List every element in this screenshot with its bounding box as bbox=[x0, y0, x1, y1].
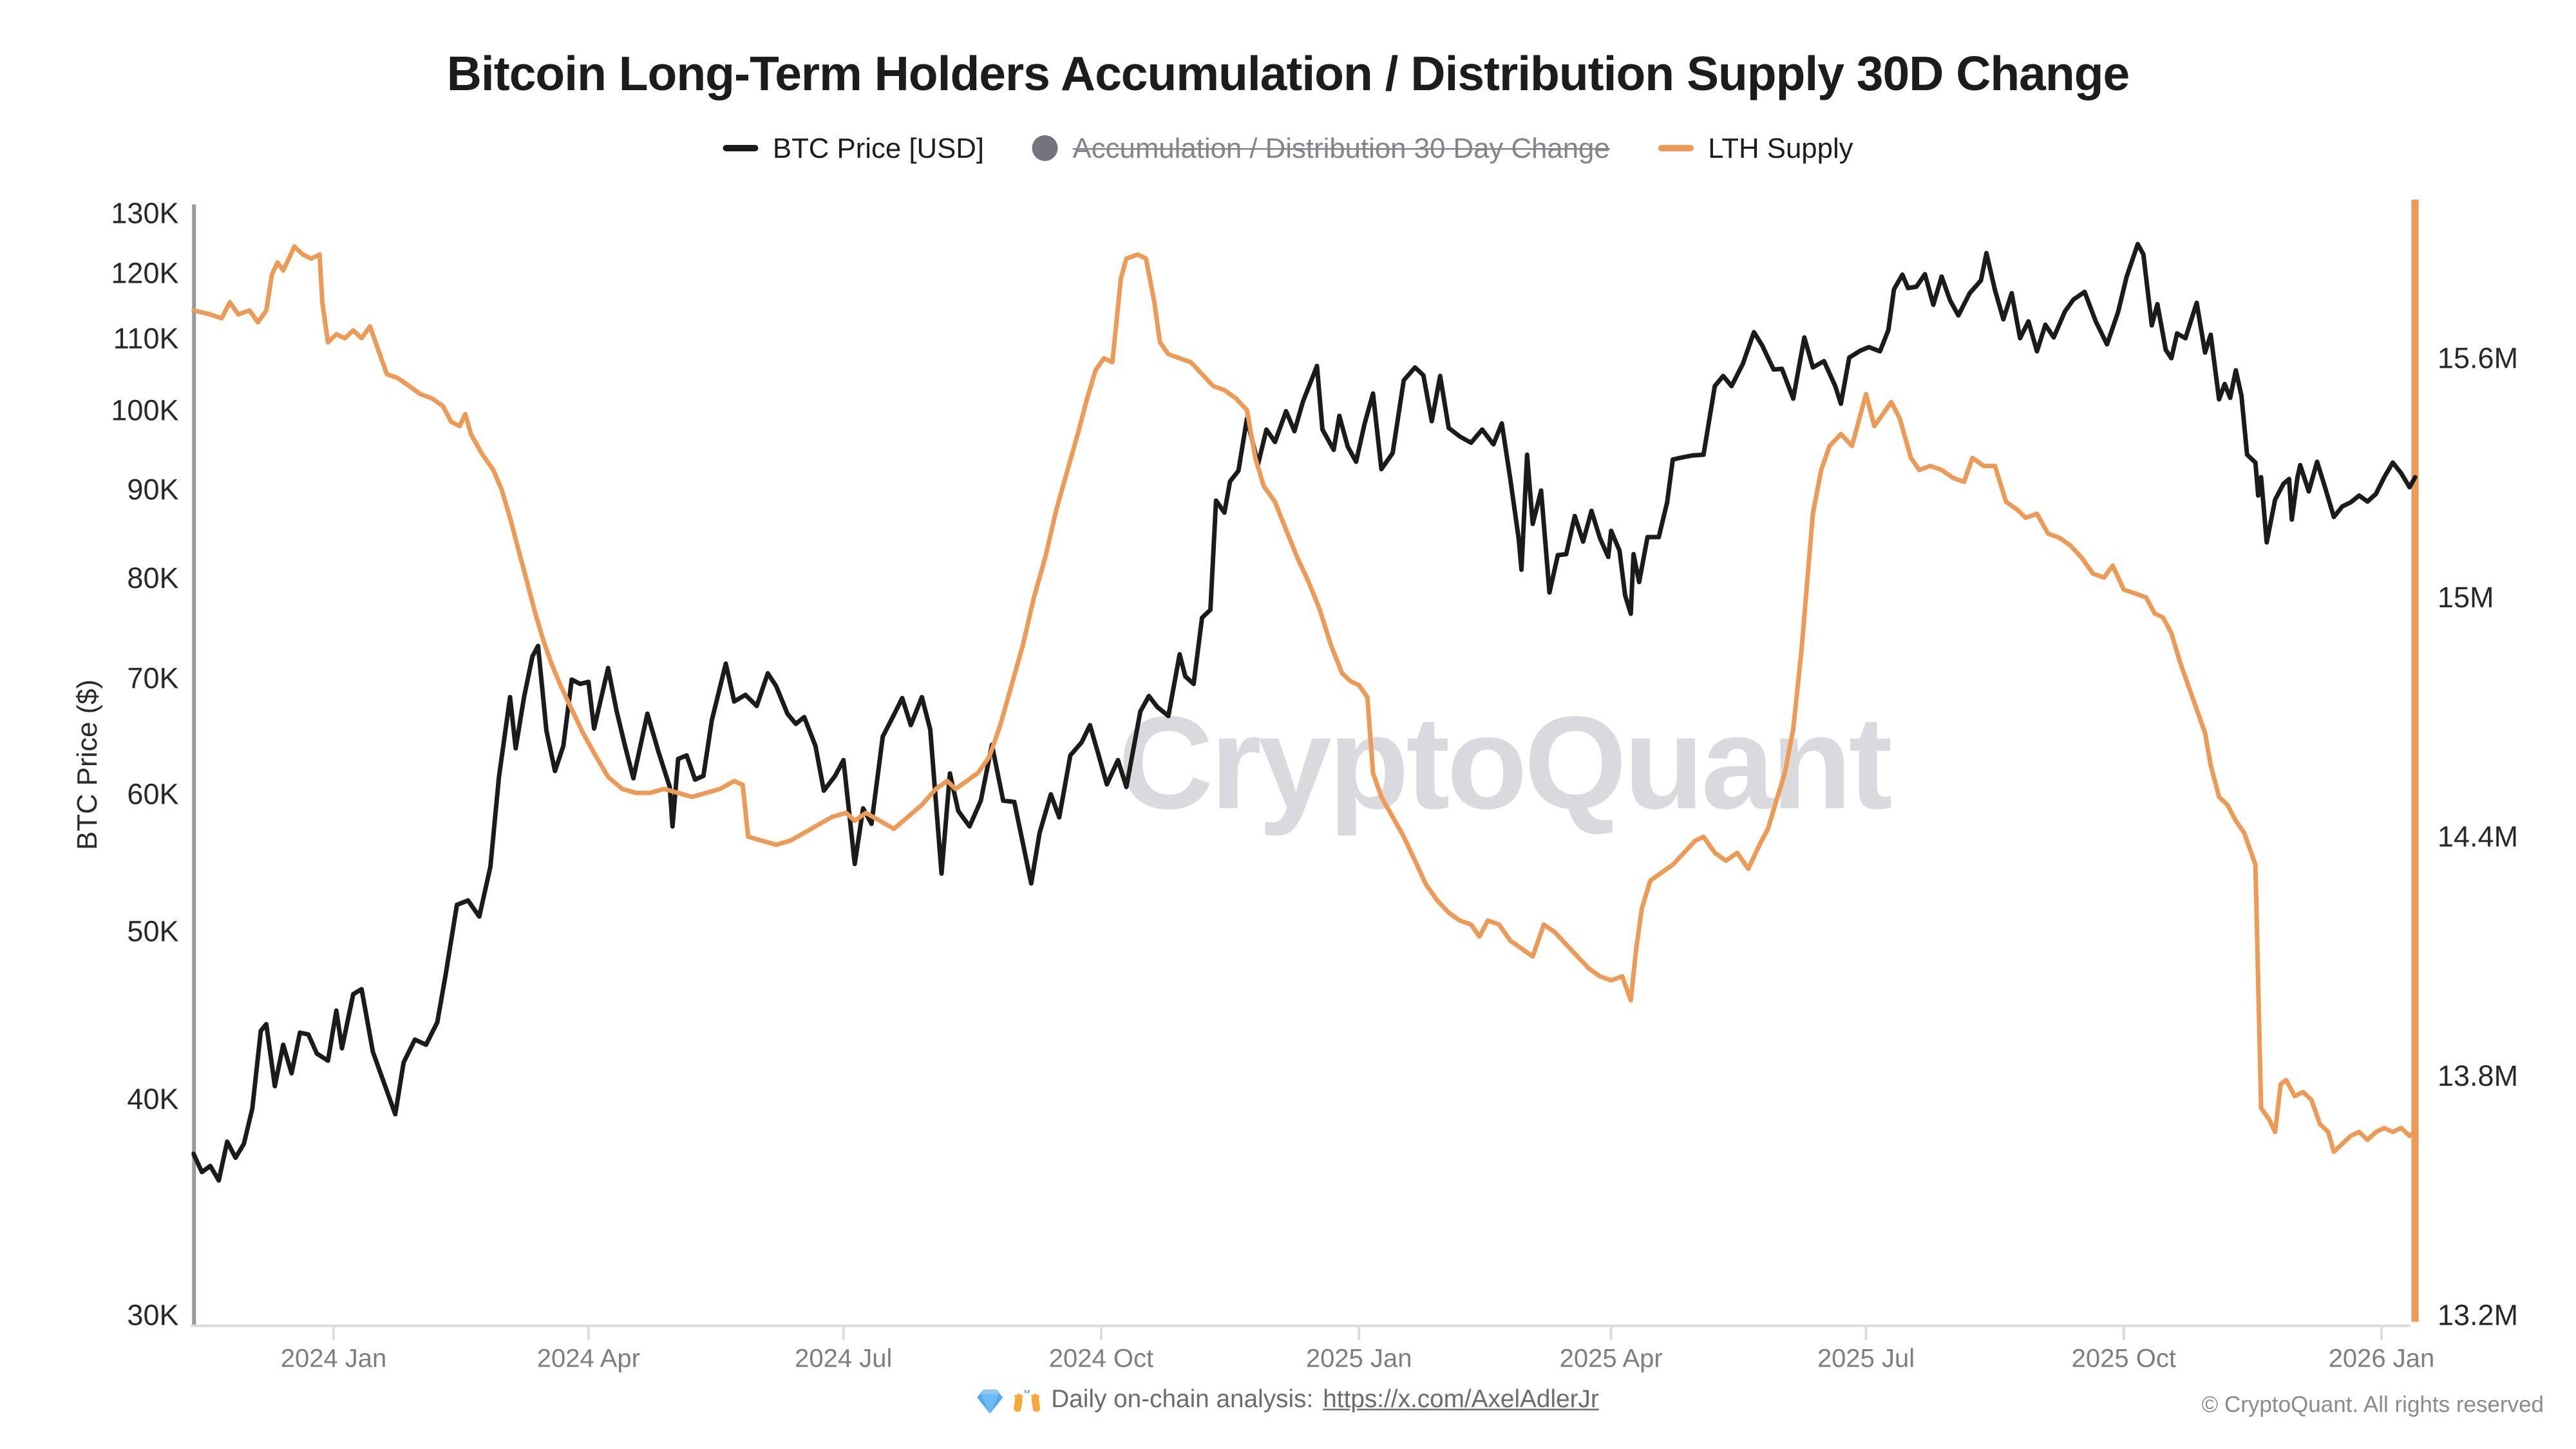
left-tick-label: 60K bbox=[127, 778, 178, 811]
x-tick-label: 2025 Jan bbox=[1306, 1345, 1412, 1373]
left-tick-label: 90K bbox=[127, 473, 178, 506]
legend-item-btc-price[interactable]: BTC Price [USD] bbox=[723, 131, 984, 166]
left-tick-label: 80K bbox=[127, 562, 178, 594]
legend-label-lth: LTH Supply bbox=[1708, 131, 1853, 164]
x-tick-label: 2024 Oct bbox=[1049, 1345, 1153, 1373]
right-tick-label: 13.2M bbox=[2438, 1299, 2518, 1332]
right-tick-label: 14.4M bbox=[2438, 820, 2518, 853]
footer-profile-link[interactable]: https://x.com/AxelAdlerJr bbox=[1323, 1386, 1599, 1414]
x-tick-label: 2024 Apr bbox=[537, 1345, 640, 1373]
gem-icon bbox=[977, 1388, 1003, 1413]
left-tick-label: 100K bbox=[111, 393, 178, 426]
x-tick-label: 2026 Jan bbox=[2329, 1345, 2435, 1373]
legend-label-btc: BTC Price [USD] bbox=[772, 131, 985, 164]
left-tick-label: 30K bbox=[127, 1299, 178, 1332]
page-title: Bitcoin Long-Term Holders Accumulation /… bbox=[446, 48, 2130, 102]
legend-label-accdist: Accumulation / Distribution 30 Day Chang… bbox=[1072, 131, 1610, 164]
left-tick-label: 50K bbox=[127, 914, 178, 947]
right-tick-label: 15M bbox=[2438, 581, 2494, 614]
left-tick-label: 40K bbox=[127, 1083, 178, 1115]
right-tick-label: 13.8M bbox=[2438, 1059, 2518, 1092]
left-tick-label: 120K bbox=[111, 257, 178, 290]
x-tick-label: 2025 Jul bbox=[1817, 1345, 1915, 1373]
left-axis-title: BTC Price ($) bbox=[71, 679, 103, 850]
x-tick-label: 2024 Jan bbox=[281, 1345, 387, 1373]
footer-analysis-text: Daily on-chain analysis: bbox=[1051, 1386, 1314, 1414]
footer-copyright: © CryptoQuant. All rights reserved bbox=[2201, 1391, 2544, 1417]
footer-analysis: Daily on-chain analysis: https://x.com/A… bbox=[977, 1387, 1599, 1416]
x-tick-label: 2025 Oct bbox=[2072, 1345, 2176, 1373]
x-tick-label: 2024 Jul bbox=[795, 1345, 892, 1373]
left-tick-label: 110K bbox=[113, 322, 179, 355]
x-tick-label: 2025 Apr bbox=[1560, 1345, 1663, 1373]
legend-item-lth-supply[interactable]: LTH Supply bbox=[1658, 131, 1853, 166]
watermark: CryptoQuant bbox=[1118, 689, 1891, 837]
left-tick-label: 70K bbox=[127, 662, 178, 695]
legend: BTC Price [USD] Accumulation / Distribut… bbox=[0, 129, 2576, 167]
series-lth-supply bbox=[191, 244, 2418, 1155]
legend-item-accdist[interactable]: Accumulation / Distribution 30 Day Chang… bbox=[1032, 131, 1610, 166]
accdist-circle-swatch-icon bbox=[1032, 135, 1059, 161]
series-btc-price bbox=[191, 242, 2418, 1183]
left-tick-label: 130K bbox=[111, 196, 178, 229]
right-tick-label: 15.6M bbox=[2438, 341, 2518, 374]
raised-hands-icon bbox=[1014, 1388, 1041, 1412]
lth-line-swatch-icon bbox=[1658, 145, 1694, 151]
btc-line-swatch-icon bbox=[723, 145, 759, 151]
